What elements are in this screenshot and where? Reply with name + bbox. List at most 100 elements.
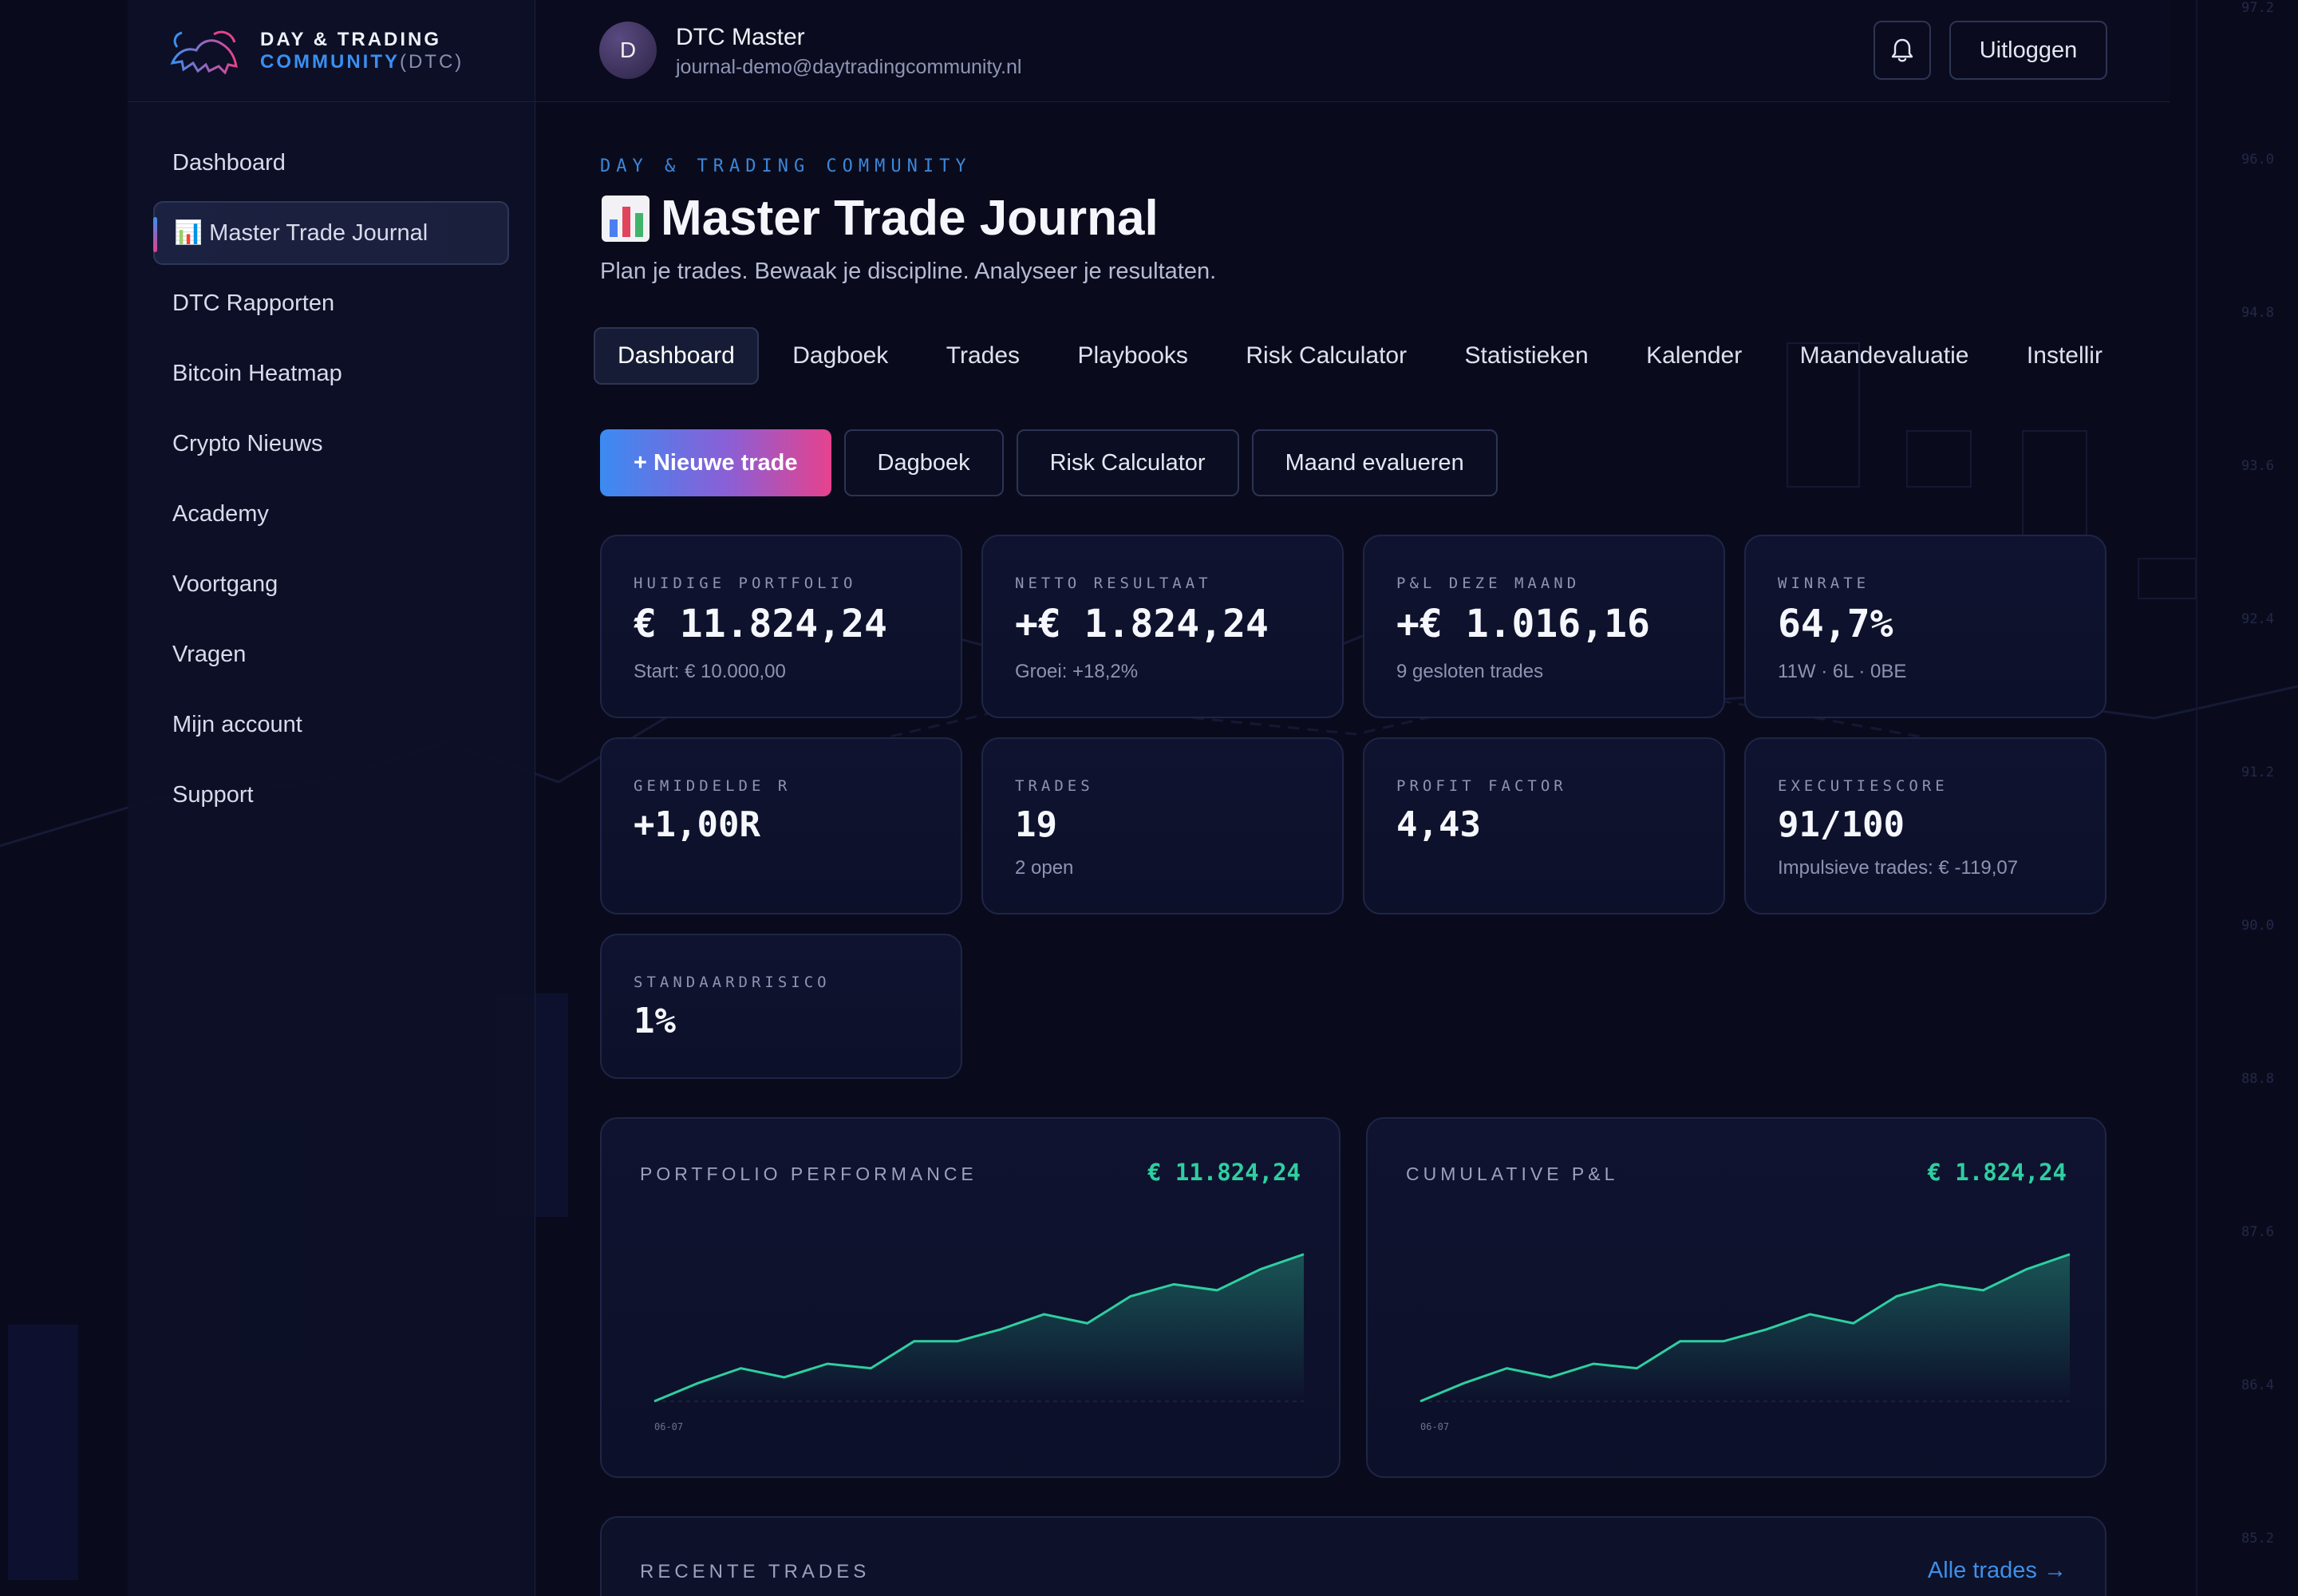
sidebar-item-support[interactable]: Support [172, 781, 254, 808]
recent-trades-card: RECENTE TRADES Alle trades → [600, 1516, 2106, 1596]
axis-tick: 92.4 [2241, 611, 2274, 627]
stat-label: EXECUTIESCORE [1778, 777, 1949, 795]
stat-value: € 11.824,24 [634, 602, 887, 646]
chart-title: PORTFOLIO PERFORMANCE [640, 1163, 977, 1184]
background-axis-labels: 97.2 96.0 94.8 93.6 92.4 91.2 90.0 88.8 … [2226, 0, 2274, 1596]
page-subtitle: Plan je trades. Bewaak je discipline. An… [600, 259, 1217, 284]
chart-series-line [1419, 1253, 2071, 1403]
stat-label: STANDAARDRISICO [634, 974, 831, 991]
stat-value: 1% [634, 1001, 676, 1041]
tab-statistieken[interactable]: Statistieken [1464, 342, 1589, 369]
stat-card-trades: TRADES 19 2 open [981, 737, 1344, 915]
tab-dashboard[interactable]: Dashboard [594, 327, 759, 385]
axis-tick: 97.2 [2241, 0, 2274, 16]
sidebar-item-dashboard[interactable]: Dashboard [172, 149, 286, 176]
stat-value: +€ 1.016,16 [1396, 602, 1650, 646]
stat-label: P&L DEZE MAAND [1396, 575, 1581, 592]
tab-instellingen[interactable]: Instellir [2026, 342, 2103, 369]
logout-button[interactable]: Uitloggen [1949, 21, 2107, 80]
stat-card-avg-r: GEMIDDELDE R +1,00R [600, 737, 962, 915]
stat-label: GEMIDDELDE R [634, 777, 792, 795]
chart-series-line [653, 1253, 1305, 1403]
stat-value: +1,00R [634, 804, 760, 845]
sidebar: DAY & TRADING COMMUNITY(DTC) Dashboard 📊… [128, 0, 535, 1596]
stat-card-pnl-month: P&L DEZE MAAND +€ 1.016,16 9 gesloten tr… [1363, 535, 1725, 718]
chart-area [1420, 1254, 2070, 1401]
tab-risk-calculator[interactable]: Risk Calculator [1246, 342, 1408, 369]
chart-x-tick-label: 06-07 [654, 1421, 683, 1432]
axis-tick: 93.6 [2241, 458, 2274, 474]
axis-tick: 85.2 [2241, 1531, 2274, 1547]
avatar[interactable]: D [599, 22, 657, 79]
tab-dagboek[interactable]: Dagboek [792, 342, 889, 369]
stat-label: NETTO RESULTAAT [1015, 575, 1212, 592]
user-name: DTC Master [676, 24, 805, 50]
portfolio-chart: 06-07 [653, 1253, 1305, 1432]
bar-chart-icon [602, 195, 650, 242]
action-bar: + Nieuwe trade Dagboek Risk Calculator M… [600, 429, 1498, 496]
portfolio-performance-card: PORTFOLIO PERFORMANCE € 11.824,24 06-07 [600, 1117, 1340, 1478]
cumulative-pnl-card: CUMULATIVE P&L € 1.824,24 06-07 [1366, 1117, 2106, 1478]
stat-value: 64,7% [1778, 602, 1893, 646]
brand-name: DAY & TRADING [260, 28, 442, 50]
risk-calculator-button[interactable]: Risk Calculator [1016, 429, 1239, 496]
page-eyebrow: DAY & TRADING COMMUNITY [600, 156, 972, 176]
tab-kalender[interactable]: Kalender [1646, 342, 1743, 369]
brand-community: COMMUNITY [260, 50, 400, 73]
recent-trades-title: RECENTE TRADES [640, 1561, 871, 1582]
journal-tabs: Dashboard Dagboek Trades Playbooks Risk … [594, 327, 2110, 386]
chart-area [654, 1254, 1304, 1401]
chart-value: € 11.824,24 [1147, 1159, 1301, 1186]
stat-value: +€ 1.824,24 [1015, 602, 1269, 646]
tab-playbooks[interactable]: Playbooks [1077, 342, 1188, 369]
tab-maandevaluatie[interactable]: Maandevaluatie [1799, 342, 1969, 369]
sidebar-item-voortgang[interactable]: Voortgang [172, 571, 278, 597]
sidebar-item-crypto-nieuws[interactable]: Crypto Nieuws [172, 430, 323, 456]
chart-value: € 1.824,24 [1927, 1159, 2067, 1186]
stat-label: HUIDIGE PORTFOLIO [634, 575, 857, 592]
topbar: D DTC Master journal-demo@daytradingcomm… [535, 0, 2170, 102]
stat-card-winrate: WINRATE 64,7% 11W · 6L · 0BE [1744, 535, 2106, 718]
new-trade-button[interactable]: + Nieuwe trade [600, 429, 831, 496]
stat-card-profit-factor: PROFIT FACTOR 4,43 [1363, 737, 1725, 915]
stat-value: 91/100 [1778, 804, 1905, 845]
axis-tick: 91.2 [2241, 764, 2274, 780]
axis-tick: 90.0 [2241, 918, 2274, 934]
stat-sub: Impulsieve trades: € -119,07 [1778, 857, 2019, 879]
axis-tick: 86.4 [2241, 1377, 2274, 1393]
stat-card-standard-risk: STANDAARDRISICO 1% [600, 934, 962, 1079]
sidebar-item-vragen[interactable]: Vragen [172, 641, 247, 667]
stat-card-execution-score: EXECUTIESCORE 91/100 Impulsieve trades: … [1744, 737, 2106, 915]
cumulative-pnl-chart: 06-07 [1419, 1253, 2071, 1432]
notifications-button[interactable] [1874, 21, 1931, 80]
sidebar-item-master-trade-journal[interactable]: 📊 Master Trade Journal [153, 201, 509, 265]
bell-icon [1891, 38, 1913, 62]
page-title: Master Trade Journal [600, 190, 1159, 247]
brand-subname: COMMUNITY(DTC) [260, 51, 464, 73]
stat-label: TRADES [1015, 777, 1094, 795]
evaluate-month-button[interactable]: Maand evalueren [1251, 429, 1498, 496]
sidebar-item-bitcoin-heatmap[interactable]: Bitcoin Heatmap [172, 360, 342, 386]
axis-tick: 87.6 [2241, 1224, 2274, 1240]
journal-button[interactable]: Dagboek [843, 429, 1004, 496]
tab-trades[interactable]: Trades [946, 342, 1021, 369]
stat-sub: Groei: +18,2% [1015, 661, 1139, 682]
brand-abbrev: (DTC) [399, 50, 464, 73]
all-trades-link[interactable]: Alle trades → [1927, 1558, 2067, 1583]
stat-sub: 2 open [1015, 857, 1074, 879]
stat-value: 19 [1015, 804, 1057, 845]
chart-x-tick-label: 06-07 [1420, 1421, 1449, 1432]
stat-label: WINRATE [1778, 575, 1870, 592]
bull-bear-logo-icon [170, 30, 238, 75]
sidebar-item-mijn-account[interactable]: Mijn account [172, 711, 302, 737]
sidebar-item-dtc-rapporten[interactable]: DTC Rapporten [172, 290, 335, 316]
page-title-text: Master Trade Journal [661, 191, 1159, 246]
chart-title: CUMULATIVE P&L [1406, 1163, 1619, 1184]
sidebar-nav: Dashboard 📊 Master Trade Journal DTC Rap… [128, 102, 535, 827]
sidebar-item-academy[interactable]: Academy [172, 500, 269, 527]
brand[interactable]: DAY & TRADING COMMUNITY(DTC) [128, 0, 535, 102]
axis-tick: 96.0 [2241, 152, 2274, 168]
user-email: journal-demo@daytradingcommunity.nl [676, 56, 1022, 78]
stat-card-portfolio: HUIDIGE PORTFOLIO € 11.824,24 Start: € 1… [600, 535, 962, 718]
stat-sub: 9 gesloten trades [1396, 661, 1544, 682]
